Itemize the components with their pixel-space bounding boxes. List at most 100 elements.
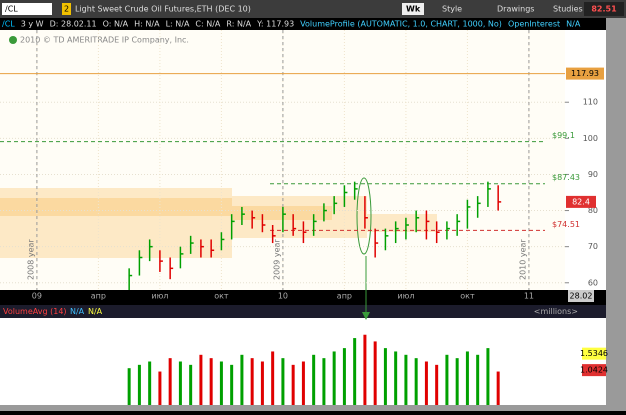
info-item: L: N/A	[166, 20, 190, 29]
y-tick-label: 80	[588, 206, 598, 215]
highlight-ellipse	[356, 177, 372, 255]
volume-header	[0, 305, 606, 318]
volume-title: VolumeAvg (14)	[3, 307, 67, 316]
volume-bar	[404, 354, 408, 405]
x-tick-label: 11	[524, 292, 534, 301]
volume-bar	[271, 351, 275, 405]
info-item: N/A	[566, 20, 581, 29]
volume-field: N/A	[88, 307, 103, 316]
symbol-box[interactable]	[2, 3, 52, 15]
volume-bar	[178, 361, 182, 405]
link-box[interactable]	[62, 3, 71, 15]
price-line-label: 117.93	[571, 69, 599, 78]
volume-bar	[455, 358, 459, 405]
style-button[interactable]: Style	[442, 5, 462, 14]
y-tick-label: 70	[588, 242, 598, 251]
volume-bar	[281, 358, 285, 405]
volume-bar	[353, 338, 357, 405]
volume-marker-box	[582, 347, 606, 360]
agg-box[interactable]	[402, 3, 424, 15]
volume-bar	[445, 354, 449, 405]
volume-bar	[363, 334, 367, 405]
info-bar	[0, 18, 626, 30]
level-label: $74.51	[552, 220, 580, 229]
volume-bar	[209, 358, 213, 405]
footer	[0, 405, 626, 411]
volume-bar	[240, 354, 244, 405]
x-tick-label: окт	[214, 292, 229, 301]
volume-bar	[424, 361, 428, 405]
level-label: $99.1	[552, 131, 575, 140]
date-marker: 28.02	[570, 292, 593, 301]
volume-bar	[312, 354, 316, 405]
volume-bar	[250, 358, 254, 405]
price-box	[584, 2, 624, 16]
volume-unit: <millions>	[534, 307, 578, 316]
y-tick-label: 110	[583, 98, 598, 107]
volume-bar	[291, 364, 295, 405]
price-line-box	[566, 67, 604, 80]
logo	[9, 36, 17, 44]
y-tick-label: 60	[588, 278, 598, 287]
volume-marker-box	[582, 364, 606, 377]
arrow-head	[362, 312, 370, 320]
info-item: D: 28.02.11	[50, 20, 97, 29]
y-tick-label: 90	[588, 170, 598, 179]
year-label: 2008 year	[26, 239, 35, 280]
volume-bar	[189, 364, 193, 405]
volume-bar	[219, 361, 223, 405]
aggregation[interactable]: Wk	[406, 5, 421, 14]
toolbar	[0, 0, 626, 18]
link[interactable]: 2	[64, 5, 69, 14]
level-label: $87.43	[552, 173, 580, 182]
last-price-box	[566, 195, 596, 208]
volume-bar	[148, 361, 152, 405]
price: 82.51	[591, 5, 617, 14]
volume-bar	[168, 358, 172, 405]
copyright: 2010 © TD AMERITRADE IP Company, Inc.	[20, 36, 189, 45]
description: Light Sweet Crude Oil Futures,ETH (DEC 1…	[75, 5, 251, 14]
studies-button[interactable]: Studies	[553, 5, 583, 14]
volume-bar	[476, 354, 480, 405]
info-item: R: N/A	[226, 20, 251, 29]
year-label: 2010 year	[518, 239, 527, 280]
date-box	[568, 290, 594, 302]
x-tick-label: 10	[278, 292, 288, 301]
drawings-button[interactable]: Drawings	[497, 5, 534, 14]
info-item: OpenInterest	[508, 20, 560, 29]
volume-bar	[199, 354, 203, 405]
info-item: Y: 117.93	[256, 20, 294, 29]
volume-bar	[342, 348, 346, 405]
info-item: VolumeProfile (AUTOMATIC, 1.0, CHART, 10…	[300, 20, 502, 29]
info-item: H: N/A	[134, 20, 160, 29]
symbol[interactable]: /CL	[5, 5, 18, 14]
volume-bar	[414, 358, 418, 405]
volume-bar	[373, 341, 377, 405]
info-item: 3 y W	[21, 20, 44, 29]
volume-bar	[383, 348, 387, 405]
x-tick-label: июл	[397, 292, 414, 301]
volume-bar	[158, 371, 162, 405]
info-item: /CL	[2, 20, 15, 29]
volume-bar	[332, 351, 336, 405]
volume-profile	[367, 214, 437, 232]
volume-bar	[496, 371, 500, 405]
volume-bar	[127, 368, 131, 405]
volume-marker-label: 1.5346	[580, 349, 608, 358]
volume-bar	[230, 364, 234, 405]
volume-marker-label: 1.0424	[580, 366, 608, 375]
x-tick-label: июл	[151, 292, 168, 301]
volume-axis	[565, 318, 606, 405]
volume-bar	[394, 351, 398, 405]
last-price-label: 82.4	[572, 197, 590, 206]
date-axis	[0, 290, 606, 303]
x-tick-label: апр	[337, 292, 352, 301]
x-tick-label: апр	[91, 292, 106, 301]
info-item: O: N/A	[103, 20, 129, 29]
volume-profile	[232, 206, 332, 220]
x-tick-label: окт	[460, 292, 475, 301]
x-tick-label: 09	[32, 292, 42, 301]
y-tick-label: 100	[583, 134, 598, 143]
